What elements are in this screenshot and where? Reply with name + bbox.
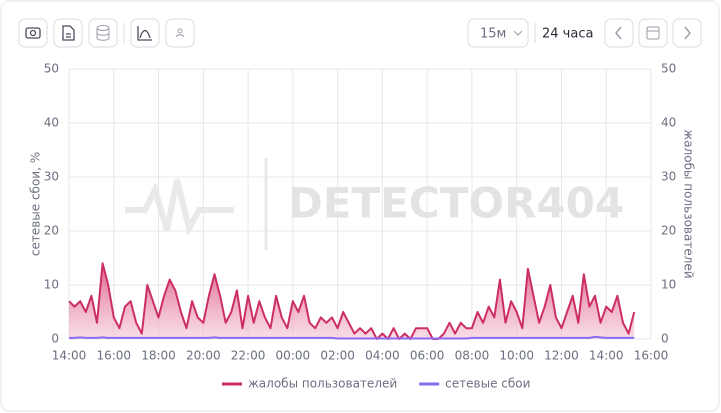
x-tick-label: 08:00 — [455, 349, 490, 363]
x-tick-label: 02:00 — [320, 349, 355, 363]
x-tick-label: 10:00 — [499, 349, 534, 363]
watermark-text: DETECTOR404 — [288, 179, 624, 228]
x-tick-label: 20:00 — [186, 349, 221, 363]
legend-label: сетевые сбои — [445, 377, 530, 391]
x-tick-label: 14:00 — [52, 349, 87, 363]
y2-tick-label: 20 — [661, 224, 676, 238]
x-tick-label: 00:00 — [276, 349, 311, 363]
user-button[interactable] — [165, 18, 195, 48]
y-tick-label: 30 — [44, 170, 59, 184]
interval-select[interactable]: 15м — [467, 18, 529, 48]
y2-tick-label: 50 — [661, 62, 676, 76]
y2-tick-label: 40 — [661, 116, 676, 130]
x-tick-label: 16:00 — [96, 349, 131, 363]
database-button[interactable] — [88, 18, 118, 48]
y-tick-label: 0 — [51, 332, 59, 346]
camera-button[interactable] — [18, 18, 48, 48]
chart-type-button[interactable] — [130, 18, 160, 48]
y2-axis-label: жалобы пользователей — [682, 129, 696, 278]
legend-item[interactable]: жалобы пользователей — [222, 377, 397, 391]
x-tick-label: 22:00 — [231, 349, 266, 363]
calendar-button[interactable] — [638, 18, 668, 48]
y-tick-label: 20 — [44, 224, 59, 238]
range[interactable]: 24 часа — [542, 27, 593, 42]
toolbar: 15м 24 часа — [18, 18, 702, 48]
interval: 15м — [480, 27, 506, 42]
prev-button[interactable] — [604, 18, 634, 48]
x-tick-label: 12:00 — [544, 349, 579, 363]
document-button[interactable] — [53, 18, 83, 48]
y2-tick-label: 30 — [661, 170, 676, 184]
y-axis-label: сетевые сбои, % — [29, 152, 43, 256]
y-tick-label: 10 — [44, 278, 59, 292]
y-tick-label: 40 — [44, 116, 59, 130]
area — [69, 263, 635, 339]
x-tick-label: 04:00 — [365, 349, 400, 363]
legend-label: жалобы пользователей — [248, 377, 397, 391]
line — [69, 335, 635, 340]
y2-tick-label: 10 — [661, 278, 676, 292]
legend-item[interactable]: сетевые сбои — [419, 377, 530, 391]
x-tick-label: 18:00 — [141, 349, 176, 363]
y-tick-label: 50 — [44, 62, 59, 76]
x-tick-label: 14:00 — [589, 349, 624, 363]
watermark: DETECTOR404 — [125, 158, 624, 250]
x-tick-label: 06:00 — [410, 349, 445, 363]
line — [68, 262, 636, 340]
y2-tick-label: 0 — [661, 332, 669, 346]
next-button[interactable] — [672, 18, 702, 48]
x-tick-label: 16:00 — [634, 349, 669, 363]
